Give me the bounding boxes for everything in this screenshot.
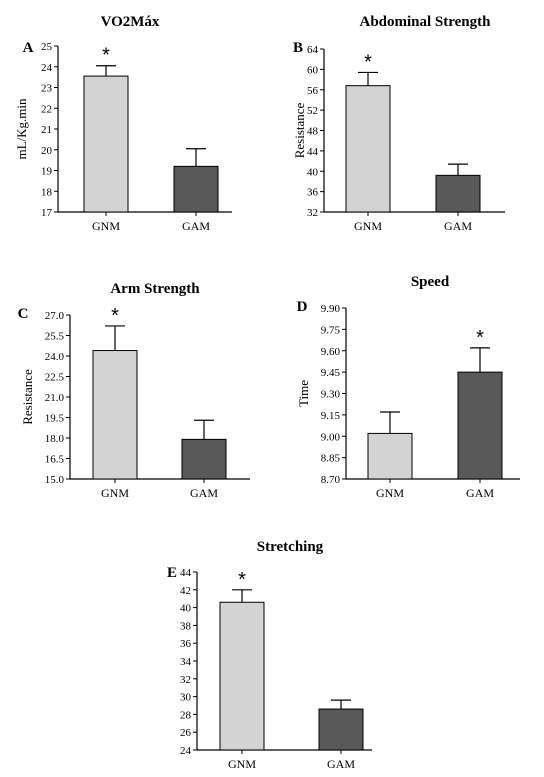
y-tick-label: 64 — [307, 44, 319, 56]
x-category-label: GAM — [327, 757, 355, 771]
y-tick-label: 9.00 — [321, 431, 341, 443]
significance-star: * — [238, 569, 246, 591]
y-tick-label: 25.5 — [45, 331, 65, 343]
y-tick-label: 24.0 — [45, 351, 65, 363]
chart-title: VO2Máx — [101, 14, 160, 30]
panel-e: Stretching E 24 26 28 30 32 34 36 38 40 42 44 * GNM GAM — [167, 539, 372, 771]
chart-title: Abdominal Strength — [359, 14, 491, 30]
y-tick-label: 36 — [307, 187, 319, 199]
y-tick-label: 16.5 — [45, 454, 65, 466]
y-tick-label: 27.0 — [45, 310, 65, 322]
y-tick-label: 36 — [180, 638, 192, 650]
x-category-label: GAM — [182, 219, 210, 233]
bar-gnm — [83, 75, 129, 213]
y-tick-label: 15.0 — [45, 474, 65, 486]
bar-gam — [318, 708, 364, 751]
y-tick-label: 38 — [180, 620, 192, 632]
y-tick-label: 21.0 — [45, 392, 65, 404]
y-tick-label: 24 — [41, 62, 53, 74]
panel-letter: C — [18, 306, 29, 322]
significance-star: * — [476, 327, 484, 349]
panel-letter: D — [297, 299, 308, 315]
y-tick-label: 30 — [180, 692, 192, 704]
bar-gnm — [367, 432, 413, 480]
y-tick-label: 26 — [180, 727, 192, 739]
significance-star: * — [364, 51, 372, 73]
bar-gnm — [345, 85, 391, 213]
y-tick-label: 9.30 — [321, 389, 341, 401]
x-category-label: GNM — [376, 486, 404, 500]
bar-gam — [181, 438, 227, 480]
y-tick-label: 8.85 — [321, 453, 341, 465]
y-tick-label: 24 — [180, 745, 192, 757]
x-category-label: GAM — [466, 486, 494, 500]
y-tick-label: 22.5 — [45, 372, 65, 384]
y-tick-label: 18.0 — [45, 433, 65, 445]
y-tick-label: 44 — [307, 146, 319, 158]
y-tick-label: 32 — [307, 207, 318, 219]
y-tick-label: 44 — [180, 567, 192, 579]
x-category-label: GAM — [190, 486, 218, 500]
chart-title: Speed — [411, 274, 450, 290]
y-tick-label: 8.70 — [321, 474, 341, 486]
y-tick-label: 60 — [307, 64, 319, 76]
y-tick-label: 19.5 — [45, 413, 65, 425]
x-category-label: GNM — [354, 219, 382, 233]
panel-a: VO2Máx A 17 18 19 20 21 22 23 24 25 mL/Kg.min * GNM GA… — [14, 14, 232, 233]
y-tick-label: 40 — [180, 603, 192, 615]
x-category-label: GNM — [101, 486, 129, 500]
bar-gnm — [219, 601, 265, 751]
y-axis-label: Resistance — [20, 369, 35, 425]
y-tick-label: 25 — [41, 41, 53, 53]
panel-b: Abdominal Strength B 32 36 40 44 48 52 56 60 64 Res… — [292, 14, 505, 233]
panel-c: Arm Strength C 15.0 16.5 18.0 19.5 21.0 22.5 24.… — [18, 281, 250, 500]
panel-letter: B — [293, 40, 303, 56]
y-tick-label: 48 — [307, 126, 319, 138]
y-tick-label: 40 — [307, 166, 319, 178]
y-tick-label: 34 — [180, 656, 192, 668]
bar-gnm — [92, 350, 138, 480]
y-tick-label: 52 — [307, 105, 318, 117]
panel-letter: E — [167, 565, 177, 581]
y-axis-label: Resistance — [292, 102, 307, 158]
x-category-label: GNM — [228, 757, 256, 771]
y-tick-label: 21 — [41, 124, 52, 136]
y-tick-label: 56 — [307, 85, 319, 97]
y-tick-label: 17 — [41, 207, 53, 219]
y-tick-label: 20 — [41, 145, 53, 157]
y-tick-label: 9.75 — [321, 324, 341, 336]
y-tick-label: 9.15 — [321, 410, 341, 422]
y-tick-label: 18 — [41, 186, 53, 198]
chart-title: Stretching — [257, 539, 324, 555]
y-tick-label: 9.60 — [321, 346, 341, 358]
bar-gam — [173, 165, 219, 213]
x-category-label: GNM — [92, 219, 120, 233]
bar-gam — [435, 174, 481, 213]
bar-gam — [457, 371, 503, 480]
y-tick-label: 23 — [41, 83, 53, 95]
y-axis-label: Time — [296, 380, 311, 407]
y-tick-label: 42 — [180, 585, 191, 597]
panel-letter: A — [23, 40, 34, 56]
y-tick-label: 19 — [41, 166, 53, 178]
chart-title: Arm Strength — [110, 281, 200, 297]
y-tick-label: 22 — [41, 103, 52, 115]
y-tick-label: 32 — [180, 674, 191, 686]
y-tick-label: 28 — [180, 709, 192, 721]
significance-star: * — [102, 45, 110, 67]
y-axis-label: mL/Kg.min — [14, 98, 29, 160]
panel-d: Speed D 8.70 8.85 9.00 9.15 9.30 9.45 9.60 9.75 9.… — [296, 274, 520, 500]
x-category-label: GAM — [444, 219, 472, 233]
y-tick-label: 9.45 — [321, 367, 341, 379]
significance-star: * — [111, 305, 119, 327]
y-tick-label: 9.90 — [321, 303, 341, 315]
